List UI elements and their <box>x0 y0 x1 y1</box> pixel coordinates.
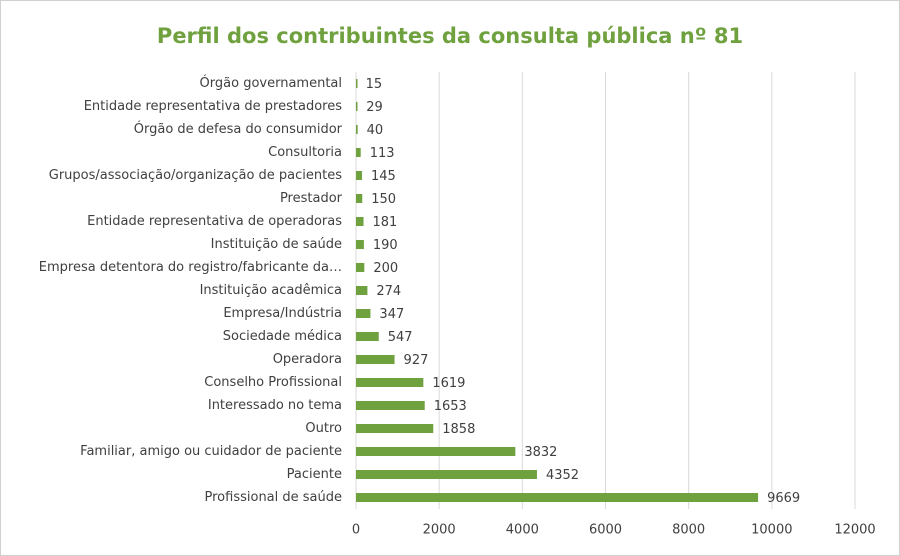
x-tick-label: 4000 <box>506 523 539 538</box>
data-label: 40 <box>367 123 384 138</box>
bar <box>356 447 516 456</box>
bar <box>356 263 365 272</box>
y-tick-label: Operadora <box>273 352 342 367</box>
data-label: 1653 <box>434 399 467 414</box>
data-label: 29 <box>366 100 383 115</box>
bar <box>356 424 434 433</box>
x-tick-label: 6000 <box>589 523 622 538</box>
y-tick-label: Paciente <box>287 467 342 482</box>
y-tick-label: Familiar, amigo ou cuidador de paciente <box>80 444 342 459</box>
data-label: 3832 <box>524 445 557 460</box>
y-tick-label: Empresa detentora do registro/fabricante… <box>39 260 342 275</box>
data-label: 4352 <box>546 468 579 483</box>
data-label: 150 <box>371 192 396 207</box>
y-tick-label: Órgão de defesa do consumidor <box>134 121 343 137</box>
data-label: 1619 <box>432 376 465 391</box>
bar <box>356 286 368 295</box>
data-label: 547 <box>388 330 413 345</box>
bar <box>356 332 379 341</box>
y-tick-label: Instituição acadêmica <box>200 283 342 298</box>
y-tick-label: Entidade representativa de prestadores <box>84 99 342 114</box>
x-tick-label: 8000 <box>672 523 705 538</box>
bar <box>356 401 425 410</box>
bar <box>356 493 759 502</box>
y-tick-label: Entidade representativa de operadoras <box>87 214 342 229</box>
data-label: 1858 <box>442 422 475 437</box>
bar <box>356 148 361 157</box>
y-tick-label: Conselho Profissional <box>204 375 342 390</box>
y-tick-label: Órgão governamental <box>200 75 342 91</box>
data-label: 190 <box>373 238 398 253</box>
y-tick-label: Instituição de saúde <box>211 237 342 252</box>
y-tick-label: Consultoria <box>268 145 342 160</box>
data-label: 113 <box>370 146 395 161</box>
y-tick-label: Empresa/Indústria <box>223 306 342 321</box>
data-label: 15 <box>366 77 383 92</box>
x-tick-label: 0 <box>352 523 360 538</box>
data-label: 200 <box>373 261 398 276</box>
bar <box>356 125 358 134</box>
bar <box>356 217 364 226</box>
x-tick-label: 2000 <box>423 523 456 538</box>
data-label: 181 <box>373 215 398 230</box>
bar <box>356 309 371 318</box>
x-tick-label: 12000 <box>834 523 875 538</box>
data-label: 145 <box>371 169 396 184</box>
bar <box>356 194 363 203</box>
y-tick-label: Outro <box>305 421 342 436</box>
data-label: 9669 <box>767 491 800 506</box>
bar <box>356 240 364 249</box>
y-tick-label: Sociedade médica <box>223 329 342 344</box>
chart-title: Perfil dos contribuintes da consulta púb… <box>157 24 743 48</box>
x-tick-label: 10000 <box>751 523 792 538</box>
data-label: 274 <box>376 284 401 299</box>
bar <box>356 470 537 479</box>
y-tick-label: Prestador <box>280 191 343 206</box>
bar <box>356 378 424 387</box>
y-tick-label: Interessado no tema <box>208 398 342 413</box>
y-tick-label: Grupos/associação/organização de pacient… <box>49 168 342 183</box>
bar <box>356 79 358 88</box>
bar <box>356 355 395 364</box>
data-label: 927 <box>404 353 429 368</box>
y-tick-label: Profissional de saúde <box>205 490 342 505</box>
data-label: 347 <box>379 307 404 322</box>
bar <box>356 171 363 180</box>
bar <box>356 102 358 111</box>
